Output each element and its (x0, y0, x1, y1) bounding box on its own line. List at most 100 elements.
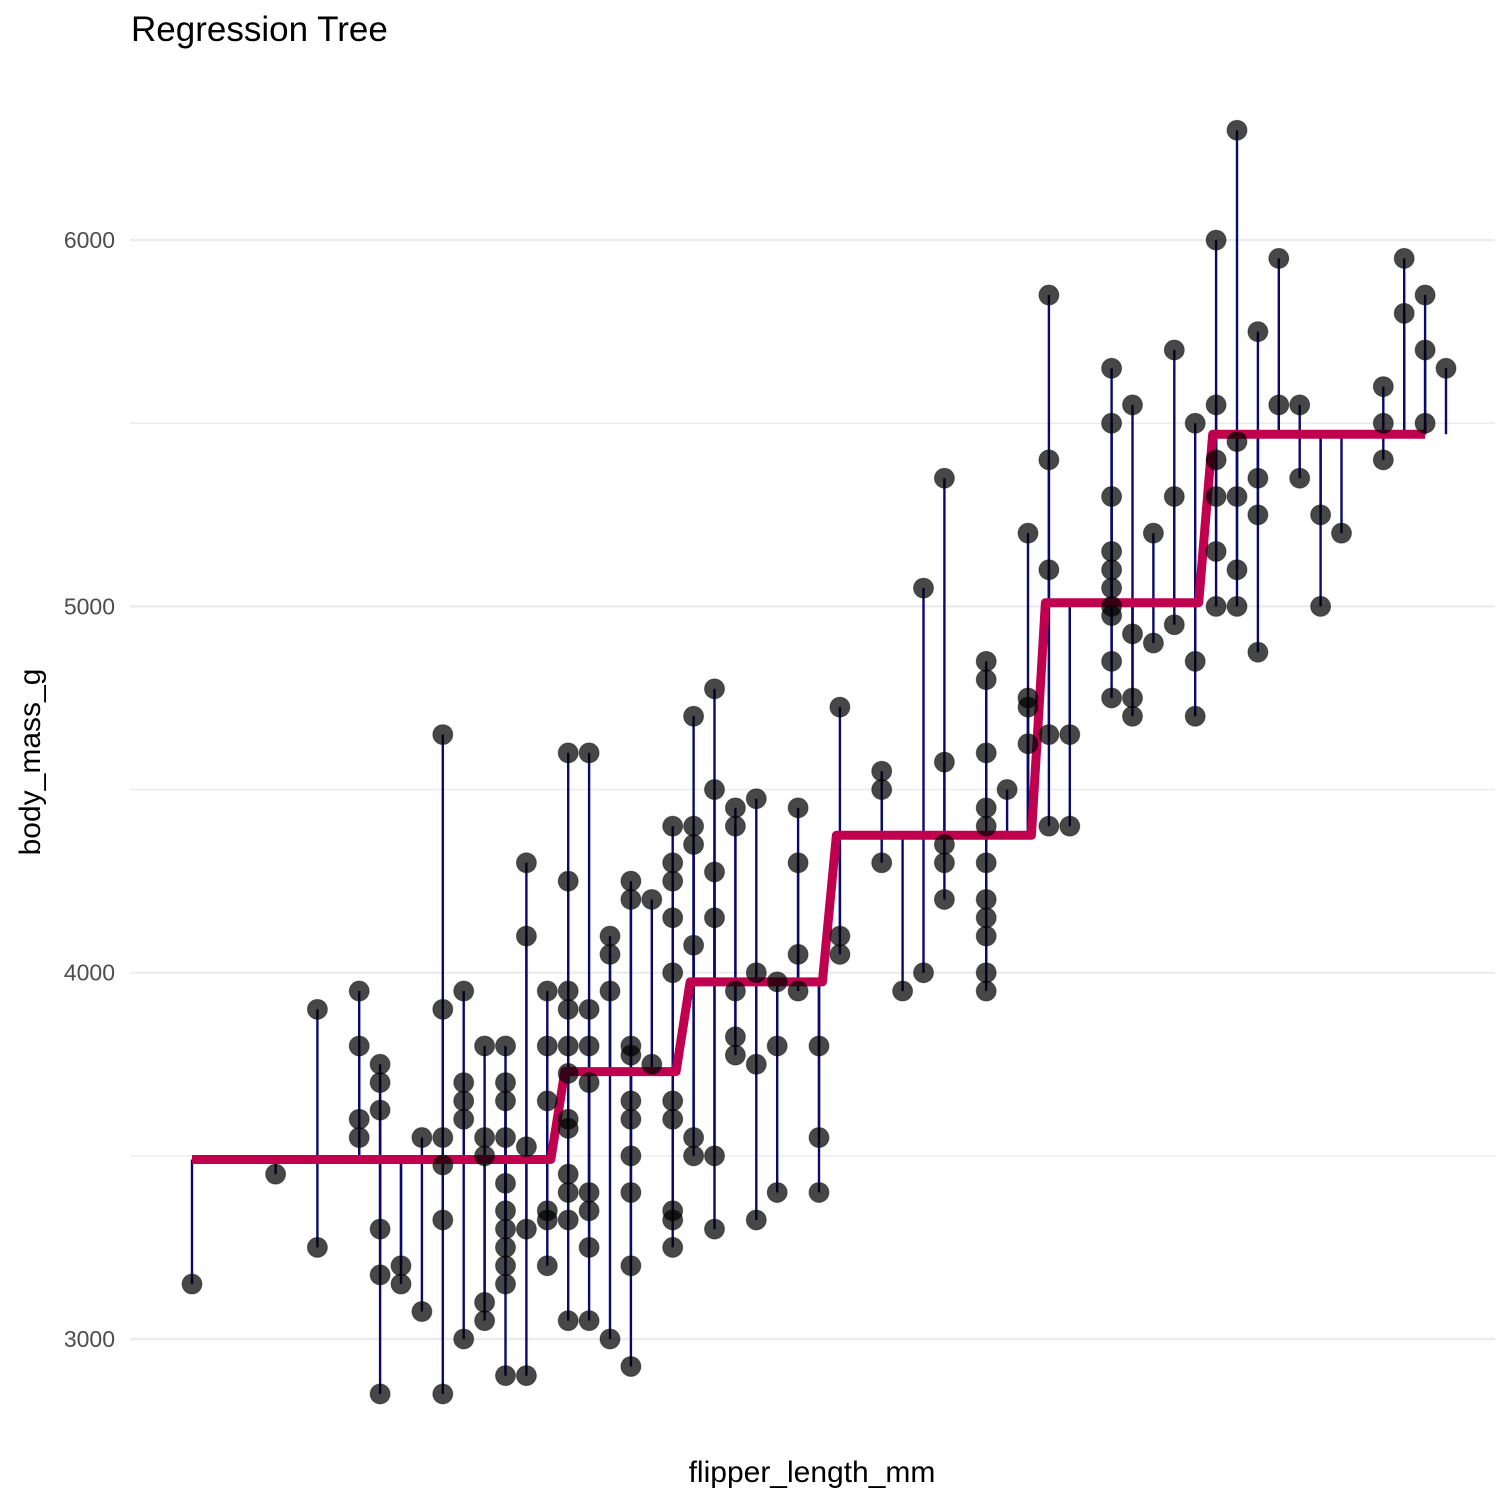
data-point (536, 1209, 558, 1231)
data-point (1101, 540, 1123, 562)
data-point (578, 1200, 600, 1222)
data-point (432, 1154, 454, 1176)
data-point (1163, 486, 1185, 508)
data-point (704, 678, 725, 700)
data-point (662, 1236, 684, 1258)
data-point (536, 980, 558, 1002)
data-point (745, 1209, 767, 1231)
data-point (975, 797, 997, 819)
data-point (1122, 394, 1143, 416)
data-point (683, 1145, 705, 1167)
data-point (599, 943, 621, 965)
data-point (348, 1108, 370, 1130)
data-point (557, 1062, 579, 1084)
data-point (369, 1053, 391, 1075)
x-axis-label: flipper_length_mm (688, 1456, 936, 1489)
data-point (1414, 412, 1436, 434)
data-point (536, 1035, 558, 1057)
data-point (599, 1328, 621, 1350)
data-point (1310, 504, 1332, 526)
data-point (933, 888, 955, 910)
data-point (578, 1035, 600, 1057)
data-point (557, 870, 579, 892)
data-point (683, 1127, 705, 1149)
data-point (432, 1127, 454, 1149)
data-point (306, 1236, 328, 1258)
data-point (515, 852, 537, 874)
data-point (1142, 632, 1164, 654)
data-point (829, 943, 851, 965)
data-point (745, 962, 767, 984)
data-point (683, 833, 705, 855)
data-point (1372, 449, 1394, 471)
data-point (578, 1310, 600, 1332)
data-point (662, 1090, 684, 1112)
data-point (683, 815, 705, 837)
data-point (390, 1273, 412, 1295)
data-point (745, 788, 767, 810)
y-axis-ticks: 3000 4000 5000 6000 (64, 227, 115, 1352)
data-point (704, 1145, 725, 1167)
data-point (662, 1108, 684, 1130)
data-point (724, 980, 746, 1002)
data-point (933, 852, 955, 874)
data-point (557, 742, 579, 764)
data-point (1226, 431, 1248, 453)
data-point (1184, 412, 1206, 434)
data-point (411, 1301, 433, 1323)
data-point (1226, 486, 1248, 508)
data-point (495, 1127, 516, 1149)
y-tick-label: 6000 (64, 227, 115, 253)
data-point (620, 1090, 642, 1112)
data-point (474, 1145, 496, 1167)
data-point (975, 852, 997, 874)
data-point (557, 980, 579, 1002)
data-point (1017, 522, 1039, 544)
data-point (495, 1072, 516, 1094)
data-point (495, 1090, 516, 1112)
data-point (724, 797, 746, 819)
data-point (306, 998, 328, 1020)
data-point (1059, 724, 1081, 746)
data-point (975, 907, 997, 929)
data-point (1038, 724, 1060, 746)
data-point (620, 1255, 642, 1277)
data-point (578, 742, 600, 764)
data-point (808, 1181, 830, 1203)
data-point (495, 1236, 516, 1258)
data-point (495, 1172, 516, 1194)
data-point (724, 815, 746, 837)
data-point (662, 907, 684, 929)
data-point (1122, 705, 1143, 727)
data-point (515, 1136, 537, 1158)
data-point (620, 1355, 642, 1377)
data-point (1205, 229, 1227, 251)
data-point (557, 1035, 579, 1057)
data-point (975, 742, 997, 764)
data-point (578, 1072, 600, 1094)
data-point (557, 1209, 579, 1231)
data-point (975, 888, 997, 910)
data-point (1101, 559, 1123, 581)
data-point (1101, 486, 1123, 508)
data-point (662, 852, 684, 874)
data-point (515, 1365, 537, 1387)
data-point (390, 1255, 412, 1277)
data-point (620, 1181, 642, 1203)
data-point (495, 1255, 516, 1277)
data-point (871, 779, 893, 801)
data-point (474, 1035, 496, 1057)
data-point (1435, 357, 1457, 379)
data-point (1247, 504, 1269, 526)
data-point (808, 1035, 830, 1057)
data-point (1205, 540, 1227, 562)
data-point (1268, 247, 1290, 269)
data-point (1142, 522, 1164, 544)
data-point (1038, 449, 1060, 471)
data-point (829, 925, 851, 947)
data-point (787, 797, 809, 819)
data-point (432, 1209, 454, 1231)
data-point (348, 980, 370, 1002)
data-point (1184, 650, 1206, 672)
